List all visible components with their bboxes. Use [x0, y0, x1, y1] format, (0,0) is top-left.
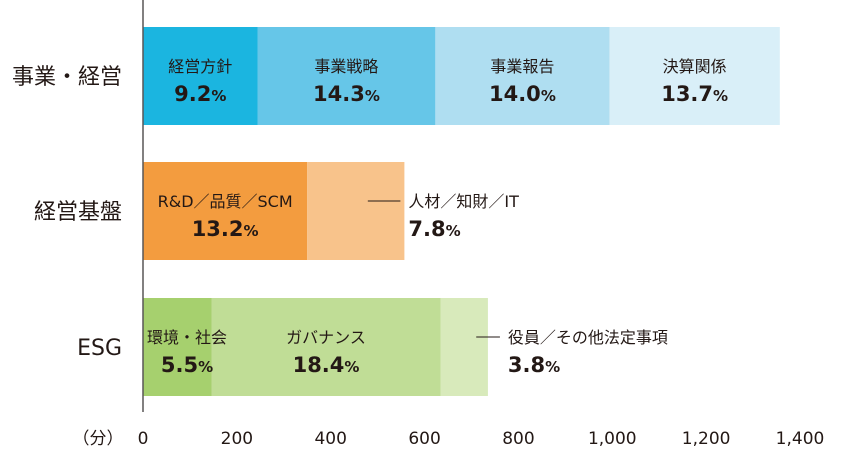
x-tick-label: 1,400: [776, 429, 825, 449]
segment-label: R&D／品質／SCM: [158, 192, 293, 211]
bars-layer: [143, 27, 780, 396]
bar-segment: [143, 27, 258, 125]
bar-segment: [435, 27, 610, 125]
percent-value: 3.8: [508, 353, 545, 377]
percent-value: 14.0: [489, 82, 541, 106]
category-label: 経営基盤: [34, 200, 122, 225]
segment-percent: 18.4%: [293, 353, 360, 377]
bar-segment: [143, 162, 308, 260]
percent-sign: %: [545, 358, 560, 376]
segment-label: ガバナンス: [286, 328, 366, 347]
x-tick-label: 400: [314, 429, 346, 449]
bar-segment: [143, 298, 212, 396]
bar-segment: [609, 27, 780, 125]
segment-percent: 13.7%: [661, 82, 728, 106]
percent-sign: %: [244, 222, 259, 240]
segment-percent: 14.0%: [489, 82, 556, 106]
percent-value: 5.5: [161, 353, 198, 377]
x-tick-label: 1,200: [682, 429, 731, 449]
percent-value: 13.2: [192, 217, 244, 241]
segment-percent: 13.2%: [192, 217, 259, 241]
bar-segment: [257, 27, 436, 125]
percent-sign: %: [344, 358, 359, 376]
category-label: 事業・経営: [12, 65, 122, 90]
x-tick-label: 800: [502, 429, 534, 449]
x-tick-label: 200: [221, 429, 253, 449]
segment-percent: 7.8%: [408, 217, 460, 241]
x-tick-label: 0: [138, 429, 149, 449]
percent-value: 14.3: [313, 82, 365, 106]
segment-label: 事業戦略: [314, 57, 378, 76]
labels-layer: 事業・経営 経営方針 9.2% 事業戦略 14.3% 事業報告 14.0% 決算関係 13.7%…: [12, 57, 728, 377]
x-tick-label: 1,000: [588, 429, 637, 449]
percent-sign: %: [541, 87, 556, 105]
segment-label: 事業報告: [490, 57, 554, 76]
x-axis-ticks: 0 200 400 600 800 1,000 1,200 1,400: [138, 429, 825, 449]
percent-sign: %: [446, 222, 461, 240]
percent-sign: %: [713, 87, 728, 105]
percent-value: 13.7: [661, 82, 713, 106]
percent-value: 7.8: [408, 217, 445, 241]
segment-percent: 5.5%: [161, 353, 213, 377]
segment-label: 役員／その他法定事項: [508, 328, 668, 347]
segment-label: 人材／知財／IT: [408, 192, 519, 211]
bar-segment: [307, 162, 405, 260]
segment-label: 環境・社会: [147, 328, 227, 347]
bar-segment: [440, 298, 488, 396]
segment-percent: 14.3%: [313, 82, 380, 106]
percent-sign: %: [198, 358, 213, 376]
bar-segment: [211, 298, 441, 396]
percent-sign: %: [211, 87, 226, 105]
x-axis-label: （分）: [73, 429, 124, 449]
segment-percent: 3.8%: [508, 353, 560, 377]
percent-value: 9.2: [174, 82, 211, 106]
segment-label: 決算関係: [663, 57, 727, 76]
percent-value: 18.4: [293, 353, 345, 377]
category-label: ESG: [77, 336, 122, 361]
percent-sign: %: [365, 87, 380, 105]
segment-label: 経営方針: [168, 57, 232, 76]
segment-percent: 9.2%: [174, 82, 226, 106]
x-tick-label: 600: [408, 429, 440, 449]
